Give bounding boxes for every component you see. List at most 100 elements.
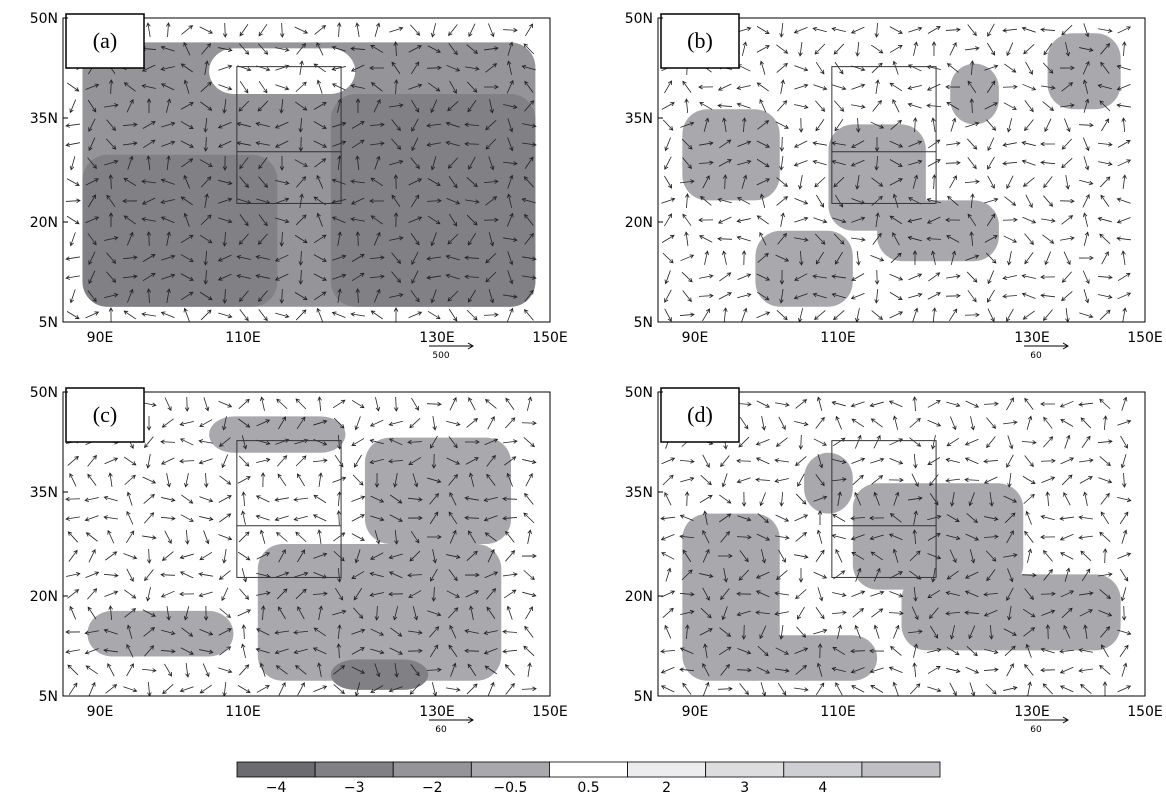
panel-label-box (660, 387, 740, 443)
wind-vector (679, 534, 695, 539)
reference-vector-label: 500 (432, 351, 449, 361)
wind-vector (429, 644, 439, 658)
wind-vector (337, 624, 342, 640)
wind-vector (1002, 275, 1017, 281)
wind-vector (369, 122, 385, 127)
wind-vector (353, 607, 364, 619)
wind-vector (179, 571, 194, 579)
wind-vector (964, 610, 980, 615)
wind-vector (1022, 177, 1035, 187)
wind-vector (278, 549, 286, 563)
wind-vector (161, 254, 176, 261)
wind-vector (180, 273, 194, 281)
wind-vector (506, 79, 514, 94)
wind-vector (795, 456, 807, 467)
wind-vector (850, 401, 865, 408)
wind-vector (1119, 568, 1129, 582)
wind-vector (337, 231, 342, 246)
wind-vector (445, 254, 460, 261)
wind-vector (1116, 236, 1131, 241)
wind-vector (374, 22, 381, 37)
wind-vector (200, 176, 212, 188)
wind-vector (945, 457, 960, 464)
wind-vector (837, 491, 842, 506)
wind-vector (702, 663, 710, 677)
wind-vector (410, 233, 420, 246)
wind-vector (334, 587, 344, 601)
wind-vector (927, 400, 941, 408)
wind-vector (312, 647, 327, 655)
wind-vector (794, 554, 809, 559)
wind-vector (104, 236, 119, 241)
wind-vector (950, 416, 957, 431)
wind-vector (426, 534, 442, 540)
wind-vector (160, 311, 175, 319)
wind-vector (221, 587, 229, 602)
wind-vector (105, 138, 117, 150)
wind-vector (736, 591, 752, 597)
shade-area (82, 154, 278, 307)
wind-vector (798, 42, 803, 57)
wind-vector (987, 23, 995, 37)
wind-vector (794, 687, 809, 692)
wind-vector (69, 605, 77, 620)
wind-vector (332, 121, 347, 128)
wind-vector (851, 685, 865, 693)
wind-vector (142, 253, 156, 262)
wind-vector (238, 455, 250, 467)
wind-vector (889, 159, 903, 167)
wind-vector (948, 308, 958, 322)
wind-vector (1120, 435, 1128, 449)
wind-vector (255, 514, 270, 521)
wind-vector (1079, 312, 1094, 319)
wind-vector (892, 415, 899, 430)
wind-vector (664, 137, 671, 152)
wind-vector (888, 477, 904, 483)
wind-vector (160, 516, 176, 521)
wind-vector (1101, 118, 1110, 132)
wind-vector (1122, 41, 1127, 57)
wind-vector (279, 231, 285, 247)
wind-vector (1061, 291, 1073, 302)
wind-vector (816, 662, 823, 677)
wind-vector (776, 177, 789, 187)
wind-vector (445, 121, 460, 128)
wind-vector (103, 495, 118, 502)
wind-vector (370, 215, 383, 225)
wind-vector (275, 197, 290, 204)
wind-vector (702, 548, 710, 563)
wind-vector (775, 668, 790, 673)
wind-vector (946, 514, 960, 522)
wind-vector (1099, 531, 1111, 542)
wind-vector (526, 396, 533, 411)
wind-vector (756, 533, 771, 541)
wind-vector (660, 649, 676, 654)
wind-vector (1045, 624, 1051, 640)
wind-vector (1002, 217, 1018, 223)
wind-vector (1006, 530, 1014, 544)
wind-vector (1083, 23, 1090, 38)
wind-vector (737, 515, 752, 522)
wind-vector (488, 232, 495, 247)
wind-vector (680, 254, 695, 262)
wind-vector (1117, 159, 1132, 167)
wind-vector (1102, 548, 1108, 564)
wind-vector (199, 551, 213, 561)
wind-vector (447, 101, 459, 112)
wind-vector (1002, 161, 1018, 166)
wind-vector (927, 514, 942, 521)
wind-vector (1041, 218, 1056, 223)
reference-vector-label: 60 (1030, 725, 1042, 735)
wind-vector (448, 24, 458, 37)
wind-vector (353, 587, 363, 601)
shade-area (950, 63, 999, 125)
wind-vector (1083, 624, 1088, 639)
wind-vector (1060, 236, 1075, 241)
wind-vector (426, 401, 442, 407)
wind-vector (484, 665, 498, 675)
wind-vector (889, 26, 903, 34)
wind-vector (312, 458, 328, 463)
wind-vector (124, 589, 137, 599)
wind-vector (524, 289, 534, 302)
